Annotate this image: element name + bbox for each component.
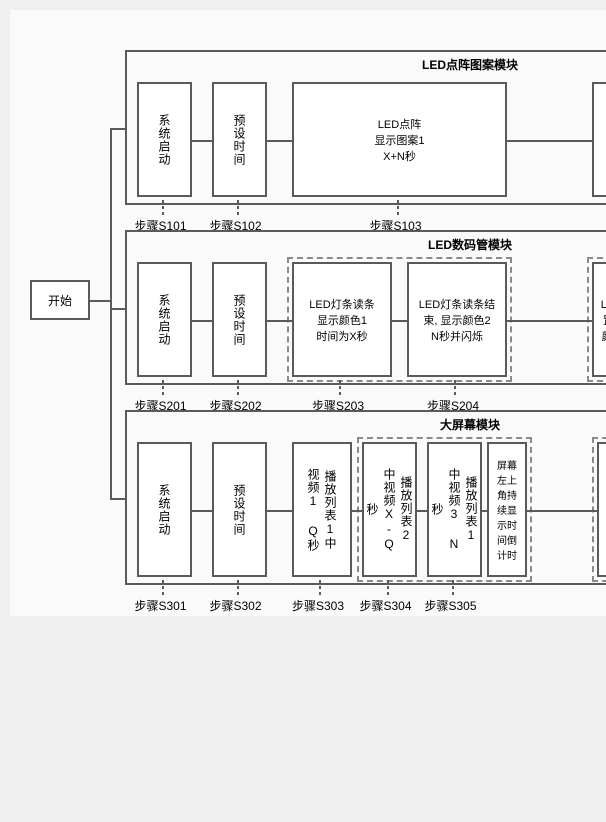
leader-line — [237, 575, 239, 595]
connector — [507, 140, 592, 142]
connector — [110, 130, 112, 500]
connector — [352, 510, 362, 512]
overlay-text: 屏幕 左上 角持 续显 示时 间倒 计时 — [497, 457, 517, 562]
step-box-S305: 播放列表1 中视频3 N 秒 — [427, 442, 482, 577]
leader-line — [319, 575, 321, 595]
step-box-S203: LED灯条读条 显示颜色1 时间为X秒 — [292, 262, 392, 377]
leader-line — [454, 375, 456, 395]
step-text: LED灯条读条结 束, 显示颜色2 N秒并闪烁 — [419, 296, 495, 344]
step-box-S205: LED灯条清零并重 置, 重新读条显示 颜色3, 时间为Y秒 — [592, 262, 606, 377]
step-text: LED灯条清零并重 置, 重新读条显示 颜色3, 时间为Y秒 — [601, 296, 606, 344]
connector — [110, 128, 125, 130]
step-text: LED灯条读条 显示颜色1 时间为X秒 — [309, 296, 374, 344]
module-m3: 大屏幕模块系统启动 预设时间 播放列表1中 视频1 Q秒播放列表2 中视频X-Q 秒… — [125, 410, 606, 585]
leader-line — [162, 575, 164, 595]
step-box-S102: 预设时间 — [212, 82, 267, 197]
step-box-S103: LED点阵 显示图案1 X+N秒 — [292, 82, 507, 197]
step-label-S303: 步骤S303 — [292, 597, 344, 614]
step-text: 预设时间 — [231, 114, 248, 166]
leader-line — [237, 375, 239, 395]
leader-line — [339, 375, 341, 395]
step-box-S204: LED灯条读条结 束, 显示颜色2 N秒并闪烁 — [407, 262, 507, 377]
module-title: 大屏幕模块 — [440, 416, 500, 433]
overlay-box: 屏幕 左上 角持 续显 示时 间倒 计时 — [487, 442, 527, 577]
step-box-S201: 系统启动 — [137, 262, 192, 377]
connector — [267, 320, 292, 322]
leader-line — [162, 375, 164, 395]
step-label-S301: 步骤S301 — [135, 597, 187, 614]
leader-line — [452, 575, 454, 595]
module-title: LED点阵图案模块 — [422, 56, 518, 73]
step-text: 预设时间 — [231, 484, 248, 536]
step-box-S303: 播放列表1中 视频1 Q秒 — [292, 442, 352, 577]
leader-line — [237, 195, 239, 215]
connector — [110, 498, 125, 500]
connector — [192, 320, 212, 322]
connector — [392, 320, 407, 322]
connector — [267, 510, 292, 512]
step-text: 系统启动 — [156, 294, 173, 346]
module-title: LED数码管模块 — [428, 236, 512, 253]
step-text: 系统启动 — [156, 114, 173, 166]
step-box-S202: 预设时间 — [212, 262, 267, 377]
step-label-S302: 步骤S302 — [210, 597, 262, 614]
connector — [192, 510, 212, 512]
module-m1: LED点阵图案模块系统启动 预设时间 LED点阵 显示图案1 X+N秒 LED点阵显示… — [125, 50, 606, 205]
step-box-S302: 预设时间 — [212, 442, 267, 577]
step-box-S306: 播放列表1中视 频2 Y秒并显示 倒计时时间 — [597, 442, 606, 577]
connector — [110, 308, 125, 310]
flowchart-canvas: 开始LED点阵图案模块系统启动预设时间LED点阵 显示图案1 X+N秒LED点阵… — [10, 10, 606, 616]
step-box-S304: 播放列表2 中视频X-Q 秒 — [362, 442, 417, 577]
step-box-S301: 系统启动 — [137, 442, 192, 577]
step-text: LED点阵 显示图案1 X+N秒 — [374, 116, 424, 164]
start-box: 开始 — [30, 280, 90, 320]
step-label-S304: 步骤S304 — [360, 597, 412, 614]
step-text: 播放列表1 中视频3 N 秒 — [429, 468, 480, 552]
step-box-S104: LED点阵显示 图案2 Y+M秒 并闪烁 — [592, 82, 606, 197]
leader-line — [387, 575, 389, 595]
step-label-S305: 步骤S305 — [425, 597, 477, 614]
connector — [90, 300, 110, 302]
connector — [192, 140, 212, 142]
leader-line — [162, 195, 164, 215]
step-text: 播放列表1中 视频1 Q秒 — [305, 468, 339, 552]
step-text: 系统启动 — [156, 484, 173, 536]
step-text: 播放列表2 中视频X-Q 秒 — [364, 468, 415, 552]
step-text: 预设时间 — [231, 294, 248, 346]
connector — [507, 320, 592, 322]
connector — [267, 140, 292, 142]
module-m2: LED数码管模块系统启动 预设时间 LED灯条读条 显示颜色1 时间为X秒 LED灯条… — [125, 230, 606, 385]
step-box-S101: 系统启动 — [137, 82, 192, 197]
connector — [417, 510, 427, 512]
leader-line — [397, 195, 399, 215]
